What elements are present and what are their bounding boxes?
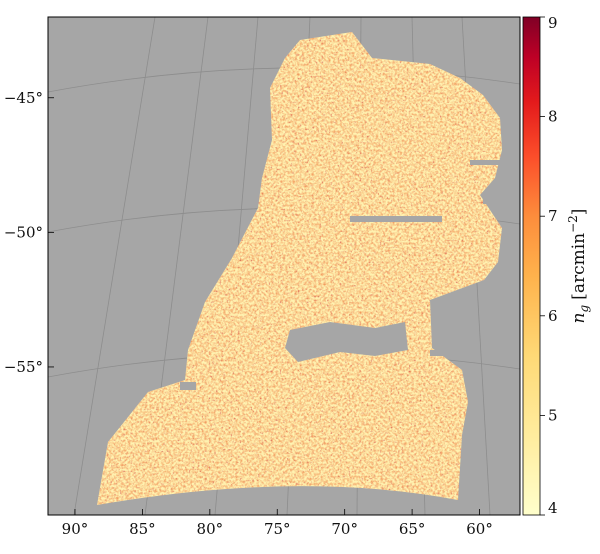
x-tick-label: 80° [197, 520, 224, 538]
y-tick-label: −45° [4, 89, 43, 107]
mask-notch-left [180, 382, 196, 390]
masked-regions [180, 160, 505, 390]
mask-gap-small [430, 350, 452, 356]
colorbar-label-close: ] [569, 209, 589, 216]
colorbar-label-subscript: g [577, 305, 591, 313]
mask-hole-center [285, 322, 408, 362]
colorbar-tick-label: 5 [548, 406, 558, 424]
y-tick-label: −50° [4, 223, 43, 241]
x-tick-label: 85° [129, 520, 156, 538]
colorbar-label-exponent: −2 [566, 215, 580, 233]
colorbar-label-symbol: n [569, 313, 589, 324]
mask-gap-right [483, 196, 503, 204]
colorbar-label: ng [arcmin−2] [566, 209, 591, 324]
x-tick-label: 90° [62, 520, 89, 538]
x-tick-label: 75° [264, 520, 291, 538]
plot-frame [47, 16, 521, 516]
colorbar-label-units: [arcmin [569, 233, 589, 300]
x-tick-label: 60° [466, 520, 493, 538]
colorbar-tick-label: 8 [548, 108, 558, 126]
mask-gap-dec-48 [470, 160, 505, 165]
x-tick-label: 70° [331, 520, 358, 538]
colorbar-tick-label: 6 [548, 307, 558, 325]
colorbar-tick-label: 4 [548, 499, 558, 517]
colorbar-ticks: 4 5 6 7 8 9 [540, 14, 558, 517]
mask-gap-dec-50 [350, 216, 442, 222]
y-tick-label: −55° [4, 358, 43, 376]
x-tick-label: 65° [399, 520, 426, 538]
colorbar [522, 16, 541, 516]
y-tick-labels: −45° −50° −55° [4, 89, 54, 376]
colorbar-tick-label: 9 [548, 14, 558, 32]
ra-line-90 [73, 17, 156, 515]
colorbar-tick-label: 7 [548, 207, 558, 225]
x-tick-labels: 90° 85° 80° 75° 70° 65° 60° [62, 509, 493, 538]
